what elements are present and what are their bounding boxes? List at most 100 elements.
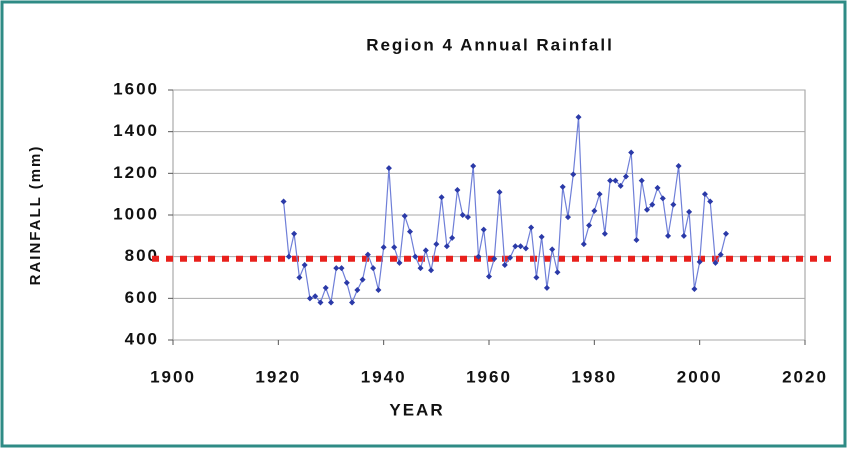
data-point [638,177,645,184]
data-point [723,230,729,237]
data-point [522,245,529,252]
data-point [507,254,514,261]
data-point [659,195,666,202]
data-point [433,241,440,248]
data-point [322,284,329,291]
data-point [385,165,392,172]
data-point [670,201,677,208]
data-point [280,198,287,205]
data-point [443,243,450,250]
data-point [470,163,477,170]
x-tick-label: 2020 [782,367,828,386]
data-point [586,222,593,229]
data-point [691,285,698,292]
data-point [512,243,519,250]
data-point [480,226,487,233]
data-point [596,191,603,198]
data-point [701,191,708,198]
data-point [291,230,298,237]
data-point [364,251,371,258]
y-tick-label: 1600 [113,79,159,98]
data-point [617,182,624,189]
data-point [565,214,571,221]
y-tick-label: 1000 [113,204,159,223]
data-point [459,212,466,218]
data-point [375,287,382,293]
data-point [649,201,656,208]
data-point [475,253,482,260]
data-point [428,267,435,274]
x-axis-label: YEAR [389,400,444,419]
data-point [607,177,614,184]
x-tick-label: 2000 [677,367,723,386]
data-point [559,183,566,190]
data-point [517,243,524,250]
x-tick-label: 1960 [466,367,512,386]
data-point [464,214,471,221]
data-point [686,208,693,215]
data-point [370,265,377,272]
data-point [633,237,640,243]
data-point [496,189,503,196]
chart-title: Region 4 Annual Rainfall [366,35,614,54]
data-point [317,299,324,306]
data-point [359,276,366,283]
data-point [343,279,350,286]
data-point [380,244,387,251]
data-point [696,258,703,265]
data-point [717,251,724,258]
data-point [422,247,429,254]
data-point [533,274,540,281]
data-point [333,265,340,272]
data-point [612,177,619,184]
data-point [454,187,461,193]
data-point [401,213,408,220]
data-point [554,269,561,276]
data-point [301,262,308,268]
y-tick-label: 800 [125,246,159,265]
data-point [601,230,608,237]
data-point [501,262,508,268]
data-point [528,224,535,231]
data-point [680,232,687,239]
data-point [575,114,582,121]
x-tick-label: 1980 [571,367,617,386]
y-tick-label: 1200 [113,163,159,182]
data-point [543,284,550,291]
y-tick-label: 600 [125,288,159,307]
data-point [675,163,682,170]
data-point [354,287,361,293]
data-point [312,293,319,300]
y-tick-label: 1400 [113,121,159,140]
data-point [491,255,498,262]
data-point [570,171,577,178]
data-point [644,206,650,213]
data-point [622,173,629,180]
data-point [707,198,714,205]
data-point [349,299,356,306]
data-point [549,246,556,253]
data-point [665,232,672,239]
data-point [338,265,345,272]
data-point [285,253,292,260]
data-point [296,274,303,281]
data-point [538,233,545,240]
data-point [628,149,635,156]
data-point [591,207,598,214]
x-tick-label: 1900 [150,367,196,386]
data-point [396,259,403,266]
x-tick-label: 1920 [255,367,301,386]
data-point [486,273,492,280]
data-point [438,194,445,201]
data-point [328,299,334,306]
data-point [407,228,413,235]
data-point [654,184,661,191]
data-point [417,265,424,272]
data-point [449,234,456,241]
data-point [306,295,313,302]
y-axis-label: RAINFALL (mm) [27,145,44,286]
x-tick-label: 1940 [361,367,407,386]
data-point [412,253,419,260]
y-tick-label: 400 [125,329,159,348]
